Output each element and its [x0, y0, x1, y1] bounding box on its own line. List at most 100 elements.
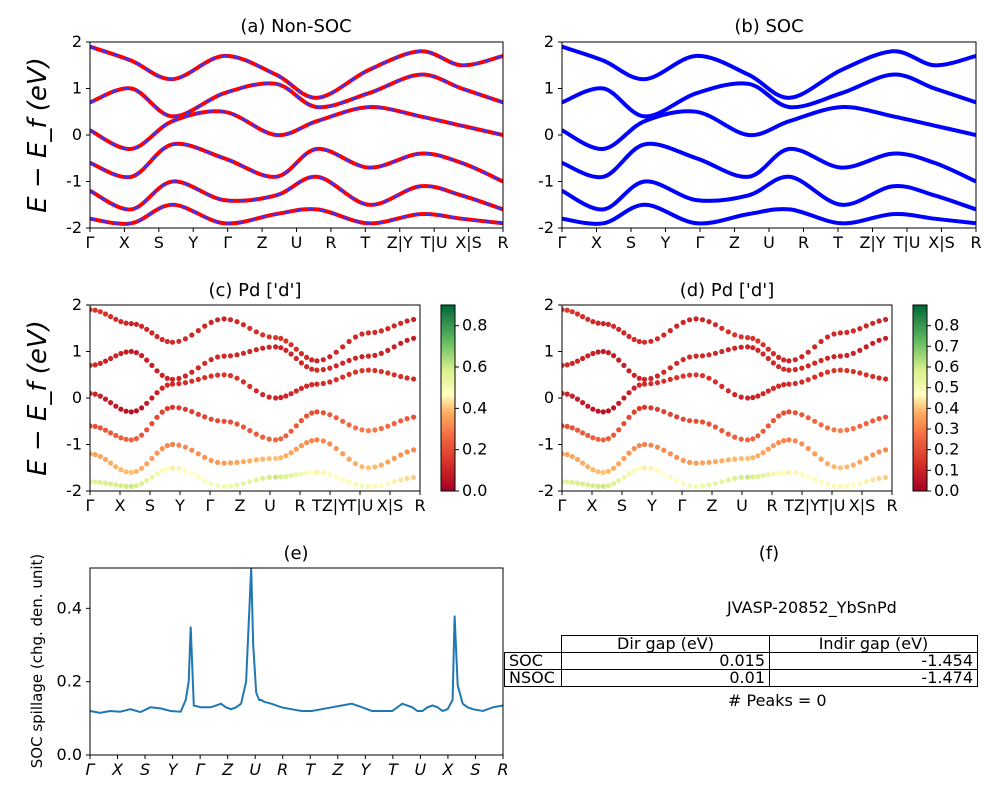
scatter-point: [398, 340, 404, 346]
scatter-point: [398, 418, 404, 424]
scatter-point: [133, 321, 139, 327]
scatter-point: [333, 474, 339, 480]
scatter-point: [391, 372, 397, 378]
colorbar-tick-label: 0.7: [934, 336, 959, 355]
band-line: [90, 44, 503, 100]
scatter-point: [654, 373, 661, 379]
x-tick-label: TZ|Y: [783, 496, 820, 515]
scatter-point: [636, 338, 642, 345]
scatter-point: [876, 449, 882, 455]
scatter-point: [247, 383, 253, 389]
scatter-point: [92, 362, 98, 368]
scatter-group: [90, 307, 417, 489]
scatter-point: [288, 342, 294, 348]
scatter-point: [182, 336, 188, 342]
scatter-point: [169, 404, 176, 410]
scatter-point: [195, 474, 201, 480]
x-tick-label: Γ: [86, 233, 95, 252]
scatter-point: [883, 414, 889, 420]
scatter-point: [309, 382, 315, 388]
scatter-point: [298, 418, 304, 424]
scatter-point: [837, 428, 844, 434]
scatter-point: [327, 412, 333, 418]
scatter-point: [346, 422, 352, 428]
scatter-point: [314, 409, 320, 415]
scatter-point: [719, 383, 725, 389]
band-line-overlay: [90, 142, 503, 183]
y-tick-label: -1: [66, 172, 82, 191]
scatter-point: [616, 400, 622, 406]
scatter-point: [118, 406, 124, 412]
scatter-point: [680, 416, 686, 422]
scatter-point: [850, 482, 856, 488]
x-tick-label: U: [291, 233, 303, 252]
scatter-point: [253, 457, 259, 463]
scatter-point: [176, 338, 182, 344]
x-tick-label: X|S: [377, 496, 404, 515]
scatter-point: [699, 483, 706, 489]
scatter-point: [309, 470, 315, 476]
scatter-point: [169, 381, 176, 387]
x-tick-label: Z: [221, 760, 234, 779]
scatter-point: [359, 331, 365, 337]
scatter-point: [569, 360, 575, 366]
scatter-point: [314, 381, 320, 387]
scatter-point: [113, 353, 119, 359]
scatter-point: [182, 444, 188, 450]
scatter-point: [831, 368, 837, 374]
scatter-point: [411, 474, 417, 480]
y-tick-label: -2: [66, 218, 82, 237]
scatter-point: [108, 400, 114, 406]
scatter-point: [674, 323, 680, 329]
scatter-point: [738, 456, 744, 462]
x-tick-label: T: [305, 760, 316, 779]
scatter-point: [208, 457, 214, 463]
scatter-point: [260, 434, 266, 440]
scatter-point: [128, 409, 134, 415]
scatter-point: [844, 483, 850, 489]
scatter-point: [661, 378, 667, 384]
axes-frame: [89, 567, 504, 756]
scatter-point: [391, 421, 397, 427]
scatter-point: [247, 458, 253, 464]
scatter-point: [266, 456, 272, 462]
scatter-point: [595, 483, 601, 489]
scatter-point: [304, 354, 310, 360]
scatter-point: [857, 326, 863, 332]
scatter-point: [706, 421, 712, 427]
scatter-point: [144, 400, 150, 406]
x-tick-label: X: [587, 496, 598, 515]
scatter-point: [863, 479, 869, 485]
y-tick-label: -2: [66, 481, 82, 500]
scatter-point: [654, 444, 661, 450]
scatter-point: [352, 369, 359, 375]
scatter-point: [159, 467, 165, 474]
scatter-point: [870, 340, 876, 346]
scatter-point: [340, 476, 346, 482]
x-tick-label: Γ: [206, 496, 215, 515]
spillage-group: [90, 568, 503, 714]
scatter-point: [605, 468, 612, 474]
x-tick-label: Γ: [86, 496, 95, 515]
scatter-point: [113, 432, 119, 439]
scatter-point: [799, 471, 805, 477]
scatter-point: [372, 367, 378, 374]
y-tick-label: 0.2: [57, 672, 82, 691]
scatter-point: [636, 405, 642, 412]
scatter-point: [102, 427, 109, 433]
scatter-point: [266, 394, 272, 400]
scatter-point: [621, 330, 627, 336]
scatter-point: [590, 467, 596, 473]
scatter-point: [616, 478, 622, 484]
scatter-point: [365, 353, 371, 359]
scatter-point: [92, 423, 98, 429]
scatter-point: [824, 334, 831, 340]
scatter-point: [770, 418, 777, 424]
scatter-point: [732, 345, 738, 351]
scatter-point: [732, 434, 738, 440]
scatter-point: [320, 380, 326, 387]
scatter-point: [641, 339, 648, 345]
scatter-point: [304, 413, 310, 419]
panel-a-title: (a) Non-SOC: [240, 16, 351, 37]
